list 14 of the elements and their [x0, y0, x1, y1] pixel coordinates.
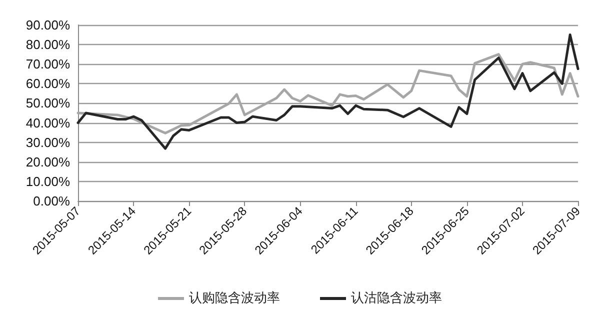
y-tick-label: 0.00% [33, 194, 70, 208]
y-tick-label: 20.00% [26, 154, 70, 170]
y-tick-label: 60.00% [26, 76, 70, 92]
y-tick-label: 80.00% [26, 37, 70, 52]
legend-label: 认购隐含波动率 [189, 290, 280, 306]
y-tick-label: 40.00% [26, 115, 70, 130]
line-series [76, 53, 580, 134]
y-tick-label: 10.00% [26, 174, 70, 189]
legend-label: 认沽隐含波动率 [351, 290, 442, 306]
y-tick-label: 70.00% [26, 56, 70, 72]
y-tick-label: 50.00% [26, 96, 70, 111]
y-tick-label: 90.00% [26, 18, 70, 32]
line-series [76, 34, 580, 150]
y-tick-label: 30.00% [26, 134, 70, 150]
